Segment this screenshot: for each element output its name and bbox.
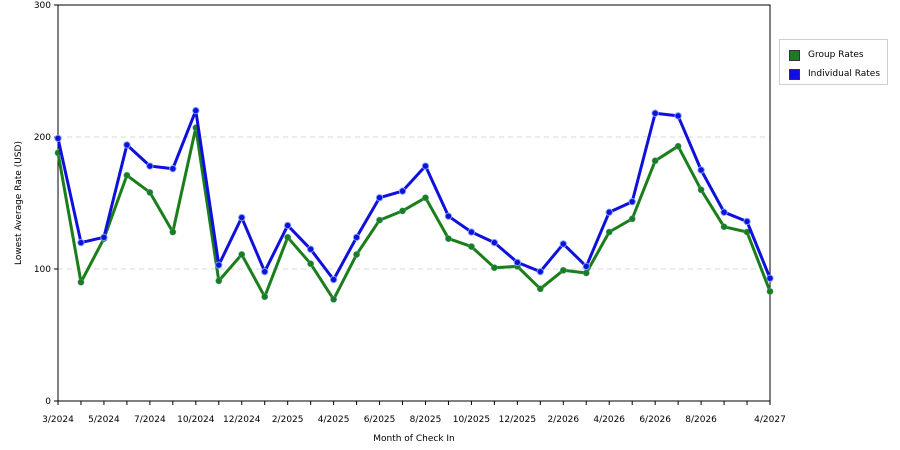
series-line-group-rates [56, 126, 772, 301]
point-group-rates-17 [444, 235, 452, 243]
point-group-rates-24 [605, 228, 613, 236]
y-tick-labels: 0 100 200 300 [34, 1, 51, 407]
point-individual-rates-16 [421, 162, 430, 170]
x-tick-label-3-2024: 3/2024 [42, 415, 74, 425]
point-individual-rates-1 [77, 238, 85, 247]
legend-item-individual-rates: Individual Rates [789, 67, 880, 81]
point-individual-rates-12 [329, 275, 338, 284]
point-individual-rates-22 [559, 240, 567, 248]
legend: Group Rates Individual Rates [779, 39, 888, 85]
x-tick-label-5-2024: 5/2024 [88, 415, 120, 425]
point-individual-rates-18 [467, 228, 476, 236]
point-individual-rates-9 [261, 267, 269, 276]
point-individual-rates-4 [146, 162, 154, 170]
x-tick-label-12-2024: 12/2024 [223, 415, 261, 425]
point-group-rates-9 [261, 293, 269, 301]
series-line-individual-rates [56, 109, 772, 282]
point-group-rates-10 [284, 233, 292, 241]
y-axis-title: Lowest Average Rate (USD) [14, 141, 24, 265]
x-tick-label-2-2025: 2/2025 [272, 415, 304, 425]
point-individual-rates-27 [674, 112, 682, 120]
point-group-rates-15 [399, 207, 407, 215]
point-individual-rates-5 [169, 164, 177, 173]
point-individual-rates-24 [605, 208, 613, 216]
point-group-rates-16 [421, 194, 429, 202]
x-tick-label-4-2027: 4/2027 [754, 415, 786, 425]
x-tick-label-8-2026: 8/2026 [685, 415, 717, 425]
x-tick-labels: 3/2024 5/2024 7/2024 10/2024 12/2024 2/2025 4/… [42, 415, 786, 425]
point-group-rates-22 [559, 266, 567, 274]
point-individual-rates-28 [697, 166, 705, 174]
point-group-rates-27 [674, 142, 682, 150]
point-group-rates-29 [720, 223, 728, 231]
point-individual-rates-21 [536, 267, 545, 276]
point-group-rates-13 [353, 250, 361, 258]
legend-label-individual-rates: Individual Rates [808, 69, 881, 79]
point-individual-rates-14 [375, 194, 384, 202]
point-individual-rates-13 [352, 233, 361, 242]
legend-swatch-group-rates [789, 49, 800, 61]
point-group-rates-25 [628, 215, 636, 223]
point-group-rates-8 [238, 250, 246, 258]
point-group-rates-18 [467, 243, 475, 251]
x-tick-label-7-2024: 7/2024 [134, 415, 166, 425]
point-group-rates-23 [582, 269, 590, 277]
point-group-rates-1 [77, 278, 85, 286]
point-group-rates-28 [697, 186, 705, 194]
point-individual-rates-25 [628, 197, 636, 206]
x-tick-label-8-2025: 8/2025 [410, 415, 442, 425]
x-tick-label-4-2026: 4/2026 [593, 415, 625, 425]
gridlines [58, 136, 770, 270]
point-individual-rates-0 [54, 134, 62, 143]
plot-frame [57, 4, 771, 402]
x-tick-label-10-2024: 10/2024 [177, 415, 215, 425]
point-group-rates-21 [536, 285, 544, 293]
x-tick-label-4-2025: 4/2025 [318, 415, 350, 425]
x-tick-label-2-2026: 2/2026 [547, 415, 579, 425]
point-individual-rates-26 [651, 109, 659, 117]
point-group-rates-12 [330, 295, 338, 303]
y-tick-label-100: 100 [34, 265, 51, 275]
legend-swatch-individual-rates [789, 68, 800, 80]
point-individual-rates-15 [398, 187, 407, 195]
x-tick-label-12-2025: 12/2025 [499, 415, 536, 425]
point-individual-rates-11 [306, 245, 315, 253]
point-group-rates-5 [169, 228, 177, 236]
point-individual-rates-17 [444, 212, 453, 220]
point-individual-rates-2 [100, 233, 108, 242]
x-tick-label-6-2025: 6/2025 [364, 415, 396, 425]
point-group-rates-7 [215, 277, 223, 285]
point-individual-rates-7 [215, 261, 223, 269]
series-lines [54, 106, 774, 303]
x-axis-title: Month of Check In [373, 434, 455, 444]
point-group-rates-26 [651, 157, 659, 165]
y-tick-label-200: 200 [34, 133, 51, 143]
point-individual-rates-8 [238, 213, 246, 222]
point-individual-rates-10 [283, 221, 292, 230]
point-group-rates-31 [766, 287, 774, 295]
legend-item-group-rates: Group Rates [789, 48, 864, 62]
point-individual-rates-6 [192, 106, 200, 115]
point-individual-rates-31 [766, 274, 774, 282]
legend-label-group-rates: Group Rates [808, 50, 864, 60]
point-individual-rates-30 [743, 217, 751, 226]
point-individual-rates-19 [490, 238, 499, 247]
point-group-rates-4 [146, 188, 154, 196]
point-group-rates-3 [123, 171, 131, 179]
x-tick-label-10-2025: 10/2025 [453, 415, 490, 425]
point-group-rates-19 [490, 264, 498, 272]
x-tick-label-6-2026: 6/2026 [639, 415, 671, 425]
point-group-rates-14 [376, 216, 384, 224]
point-individual-rates-20 [513, 258, 522, 267]
point-individual-rates-23 [582, 262, 590, 271]
point-individual-rates-29 [720, 208, 728, 216]
y-tick-label-300: 300 [34, 1, 51, 11]
point-individual-rates-3 [123, 141, 131, 149]
y-tick-label-0: 0 [45, 397, 51, 407]
point-group-rates-11 [307, 260, 315, 268]
